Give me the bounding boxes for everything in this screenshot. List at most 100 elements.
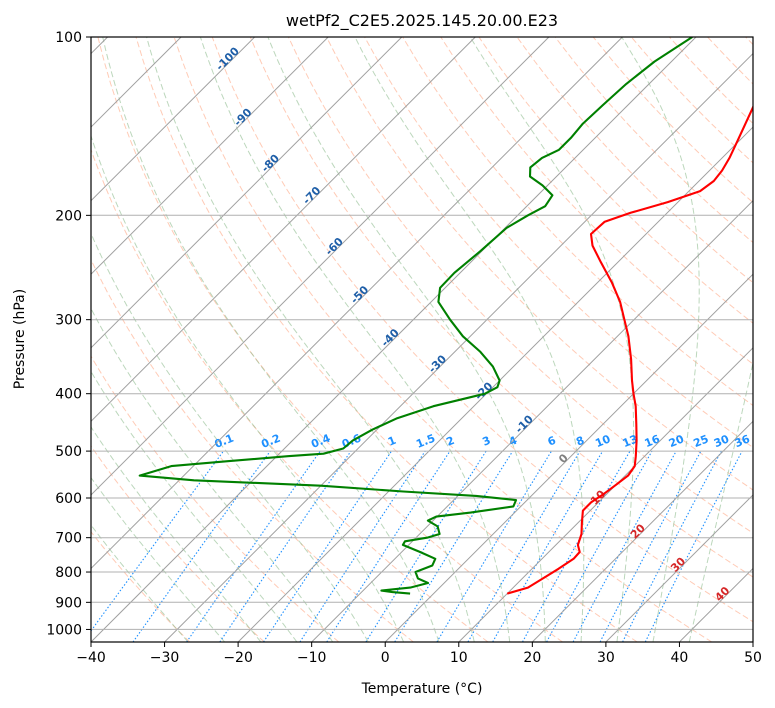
dry-adiabat [745,37,753,46]
mixing-ratio-line [326,450,451,642]
moist-adiabat [267,37,546,642]
y-tick-label: 700 [55,531,82,547]
x-tick-label: 20 [523,650,541,666]
dry-adiabat [91,148,489,642]
y-tick-label: 500 [55,444,82,460]
mixing-ratio-line [522,450,631,642]
profile-lines [138,37,753,595]
mixing-ratio-label: 3 [481,434,493,449]
mixing-ratio-line [436,450,552,642]
y-tick-label: 1000 [46,622,82,638]
plot-frame [90,36,754,643]
isotherm-line [91,37,476,423]
mixing-ratio-line [599,450,702,642]
isotherm-line [91,37,256,202]
mixing-ratio-label: 10 [593,432,612,450]
mixing-ratio-line [263,450,392,642]
dry-adiabat [669,37,753,125]
isotherm-label: -100 [213,44,242,73]
mixing-ratio-label: 20 [667,432,686,450]
y-tick-label: 100 [55,30,82,46]
mixing-ratio-label: 8 [574,434,586,449]
moist-adiabat [621,37,700,642]
isotherm-line [605,494,753,642]
x-tick-label: −20 [223,650,253,666]
dry-adiabat [440,37,753,365]
y-tick-label: 400 [55,387,82,403]
mixing-ratio-label: 1 [386,434,398,449]
y-tick-label: 900 [55,595,82,611]
mixing-ratio-line [219,450,352,642]
mixing-ratio-label: 25 [691,432,710,450]
y-tick-label: 300 [55,313,82,329]
dry-adiabat [554,37,753,244]
mixing-ratio-label: 16 [643,432,662,450]
isotherm-line [91,37,550,496]
mixing-ratio-label: 0.4 [309,431,332,450]
mixing-ratio-line [572,450,677,642]
dry-adiabat [91,531,191,642]
dry-adiabat [516,37,753,284]
moist-adiabat [199,37,511,642]
dry-adiabat [91,355,340,642]
isotherm-line [384,273,753,642]
mixing-ratio-label: 0.2 [259,432,282,451]
mixing-ratio-line [299,450,426,642]
dry-adiabat [326,37,753,491]
x-tick-label: −40 [76,650,106,666]
isotherm-label: -60 [323,235,346,258]
y-tick-label: 200 [55,208,82,224]
isotherm-line [91,37,403,349]
isotherm-label: -50 [348,283,371,306]
mixing-ratio-line [644,450,743,642]
warm-label: 20 [628,521,648,541]
mixing-ratio-label: 13 [621,432,640,450]
mixing-ratio-label: 1.5 [414,432,437,451]
y-tick-label: 600 [55,491,82,507]
isotherm-label: -30 [426,352,449,375]
isotherm-line [458,347,753,642]
y-axis-title: Pressure (hPa) [12,289,28,389]
mixing-ratio-label: 0.1 [213,432,236,451]
x-axis: −40 −30 −20 −10 0 10 20 30 40 50 [76,642,762,666]
x-tick-label: 0 [381,650,390,666]
y-tick-label: 800 [55,565,82,581]
moist-adiabat [91,307,334,642]
pressure-grid [91,37,753,630]
x-axis-title: Temperature (°C) [361,681,483,697]
isotherm-label: -80 [259,151,282,174]
isotherm-label: -70 [300,184,323,207]
dry-adiabat [707,37,753,85]
moist-adiabat [91,134,405,642]
dry-adiabat [91,445,265,642]
isotherm-line [679,567,753,642]
warm-label: 40 [712,584,732,604]
isotherm-label: -10 [513,412,536,435]
isotherm-label: -20 [472,379,495,402]
isotherm-line [91,37,329,275]
moist-adiabat [91,524,189,642]
x-tick-label: −30 [150,650,180,666]
x-tick-label: −10 [297,650,327,666]
x-tick-label: 30 [597,650,615,666]
moist-adiabat [146,37,475,642]
x-tick-label: 50 [744,650,762,666]
dry-adiabat [211,37,753,623]
mixing-ratio-label: 6 [546,434,558,449]
isotherm-grid [91,37,753,642]
isotherm-line [311,199,753,642]
moist-adiabat [688,360,753,642]
moist-adiabat [91,232,369,642]
mixing-ratio-line [622,450,722,642]
dry-adiabat [249,37,753,578]
x-tick-label: 40 [671,650,689,666]
isotherm-label: -40 [379,326,402,349]
moist-adiabat [91,426,262,642]
isotherm-line [237,126,753,642]
chart-title: wetPf2_C2E5.2025.145.20.00.E23 [286,11,558,31]
moist-adiabat [469,37,635,642]
mixing-ratio-label: 2 [444,434,456,449]
moist-adiabat [91,476,225,642]
isotherm-line [752,641,753,642]
